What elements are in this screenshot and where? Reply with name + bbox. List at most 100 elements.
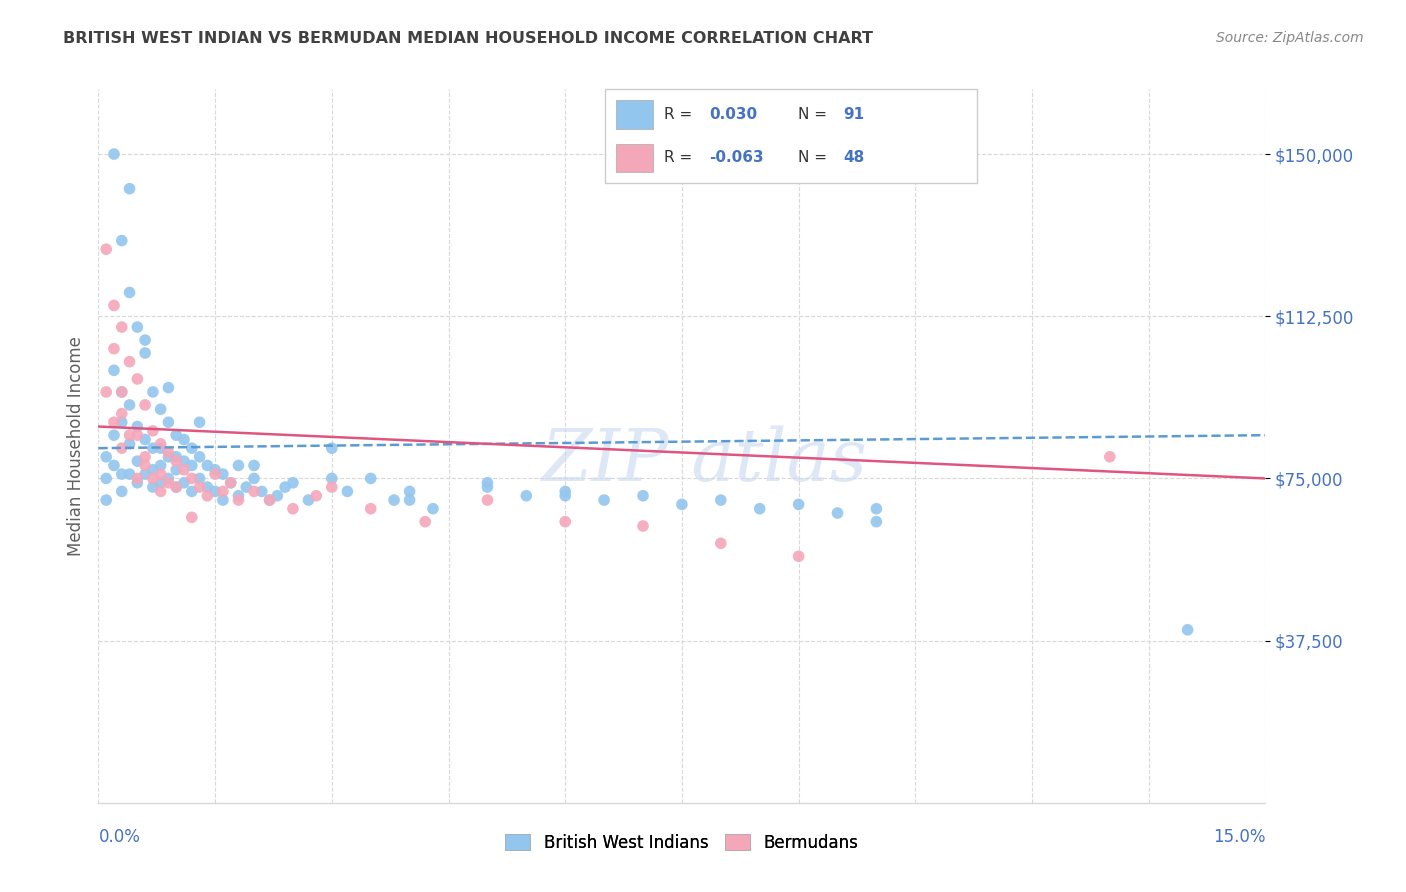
Point [149,458,172,473]
Point [477,475,499,490]
Point [103,428,125,442]
Point [103,147,125,161]
Point [96,384,118,399]
Point [127,471,149,485]
Point [212,467,235,482]
Point [281,501,304,516]
Point [103,298,125,312]
Point [554,515,576,529]
Point [204,463,226,477]
Point [398,493,420,508]
Point [827,506,849,520]
Point [134,346,156,360]
Point [96,493,118,508]
Text: -0.063: -0.063 [709,150,763,165]
Point [165,480,187,494]
Point [103,363,125,377]
Point [103,458,125,473]
Point [142,471,165,485]
Text: R =: R = [664,107,697,122]
Point [188,471,211,485]
FancyBboxPatch shape [605,89,977,183]
Point [111,320,134,334]
Point [219,475,242,490]
Point [787,497,810,511]
Point [127,320,149,334]
Point [157,445,180,459]
Point [149,467,172,482]
Point [228,493,250,508]
Point [1098,450,1121,464]
Point [243,484,266,499]
Point [134,433,156,447]
Point [111,467,134,482]
Point [134,450,156,464]
Text: 48: 48 [844,150,865,165]
Text: ZIP atlas: ZIP atlas [543,425,868,496]
Text: Source: ZipAtlas.com: Source: ZipAtlas.com [1216,31,1364,45]
Point [127,372,149,386]
Legend: British West Indians, Bermudans: British West Indians, Bermudans [499,828,865,859]
Point [554,489,576,503]
Point [142,424,165,438]
Point [477,480,499,494]
Point [134,333,156,347]
Point [127,428,149,442]
Point [413,515,436,529]
Point [204,467,226,482]
Point [165,454,187,468]
Point [127,475,149,490]
Point [188,415,211,429]
Point [180,484,202,499]
Point [212,493,235,508]
Point [398,484,420,499]
Point [671,497,693,511]
Point [477,493,499,508]
Text: 91: 91 [844,107,865,122]
Bar [616,101,652,128]
Point [118,467,141,482]
Point [243,458,266,473]
Point [281,475,304,490]
Point [180,510,202,524]
Point [865,501,887,516]
Point [219,475,242,490]
Point [118,285,141,300]
Point [228,458,250,473]
Point [111,415,134,429]
Point [149,484,172,499]
Point [195,489,218,503]
Point [111,407,134,421]
Point [297,493,319,508]
Point [188,450,211,464]
Point [787,549,810,564]
Point [142,463,165,477]
Point [96,450,118,464]
Text: N =: N = [799,107,832,122]
Text: 0.030: 0.030 [709,107,756,122]
Point [321,441,343,455]
Point [259,493,281,508]
Point [149,402,172,417]
Point [631,489,654,503]
Point [748,501,770,516]
Point [118,428,141,442]
Point [111,384,134,399]
Point [111,484,134,499]
Point [1177,623,1199,637]
Point [142,441,165,455]
Point [96,242,118,256]
Point [422,501,444,516]
Point [111,384,134,399]
Point [321,471,343,485]
Point [235,480,257,494]
Point [165,450,187,464]
Point [228,489,250,503]
Point [243,471,266,485]
Point [173,433,195,447]
Y-axis label: Median Household Income: Median Household Income [66,336,84,556]
Point [103,342,125,356]
Point [173,463,195,477]
Point [180,471,202,485]
Point [134,458,156,473]
